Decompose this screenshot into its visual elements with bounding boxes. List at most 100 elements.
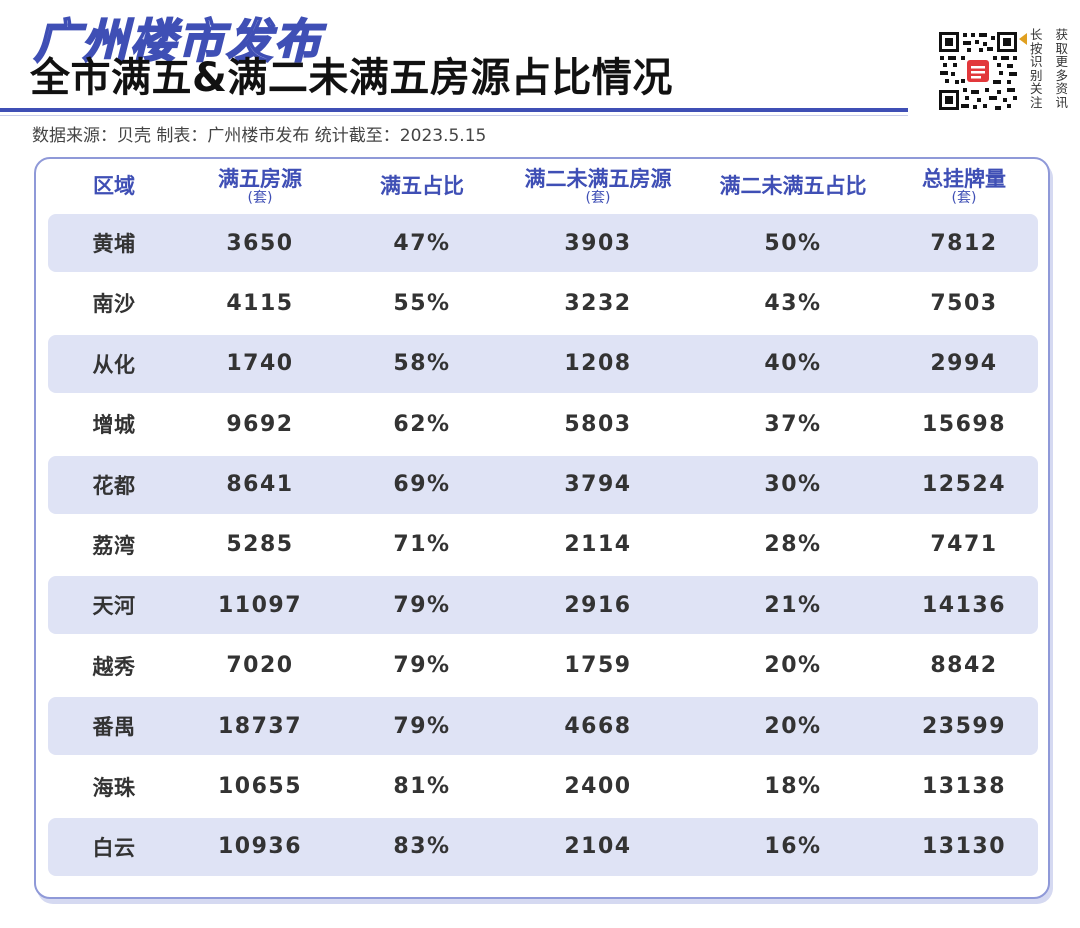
qr-text-char: 获取 bbox=[1055, 27, 1069, 56]
cell-two-to-five-ratio: 30% bbox=[764, 472, 822, 498]
cell-over-five-ratio: 71% bbox=[393, 532, 451, 558]
column-header-two-to-five: 满二未满五房源 (套) bbox=[498, 159, 698, 213]
cell-total-listings: 14136 bbox=[921, 592, 1007, 618]
data-source-note: 数据来源：贝壳 制表：广州楼市发布 统计截至：2023.5.15 bbox=[32, 126, 487, 146]
column-header-two-to-five-ratio: 满二未满五占比 bbox=[693, 159, 893, 213]
cell-region: 番禺 bbox=[92, 715, 136, 740]
cell-two-to-five-ratio: 28% bbox=[764, 532, 822, 558]
cell-total-listings: 13138 bbox=[921, 774, 1007, 800]
table-row: 花都 8641 69% 3794 30% 12524 bbox=[48, 455, 1038, 514]
cell-two-to-five: 2114 bbox=[564, 532, 632, 558]
column-header-unit: (套) bbox=[951, 190, 977, 206]
cell-over-five: 11097 bbox=[217, 592, 303, 618]
cell-over-five-ratio: 47% bbox=[393, 230, 451, 256]
cell-region: 海珠 bbox=[92, 775, 136, 800]
table-row: 从化 1740 58% 1208 40% 2994 bbox=[48, 334, 1038, 393]
table-row: 南沙 4115 55% 3232 43% 7503 bbox=[48, 274, 1038, 332]
cell-total-listings: 7503 bbox=[930, 290, 998, 316]
cell-two-to-five-ratio: 20% bbox=[764, 713, 822, 739]
column-header-label: 满二未满五房源 bbox=[524, 167, 672, 191]
triangle-arrow-icon bbox=[1019, 33, 1027, 45]
cell-over-five: 18737 bbox=[217, 713, 303, 739]
cell-two-to-five: 2916 bbox=[564, 592, 632, 618]
cell-two-to-five-ratio: 16% bbox=[764, 834, 822, 860]
cell-region: 天河 bbox=[92, 594, 136, 619]
qr-prompt-text: 长按 识别 关注 获取 更多 资讯 bbox=[1030, 28, 1080, 109]
cell-region: 黄埔 bbox=[92, 232, 136, 256]
page-title: 全市满五&满二未满五房源占比情况 bbox=[30, 55, 673, 101]
cell-over-five: 8641 bbox=[226, 472, 294, 498]
cell-two-to-five-ratio: 37% bbox=[764, 411, 822, 437]
data-table: 区域 满五房源 (套) 满五占比 满二未满五房源 (套) 满二未满五占比 总挂牌… bbox=[34, 157, 1050, 899]
cell-over-five: 9692 bbox=[226, 411, 294, 437]
cell-total-listings: 7471 bbox=[930, 532, 998, 558]
cell-total-listings: 8842 bbox=[930, 653, 998, 679]
cell-two-to-five-ratio: 21% bbox=[764, 592, 822, 618]
cell-over-five: 7020 bbox=[226, 653, 294, 679]
table-row: 越秀 7020 79% 1759 20% 8842 bbox=[48, 637, 1038, 695]
cell-over-five-ratio: 58% bbox=[393, 351, 451, 377]
cell-two-to-five: 2104 bbox=[564, 834, 632, 860]
cell-over-five: 1740 bbox=[226, 351, 294, 377]
cell-two-to-five: 2400 bbox=[564, 774, 632, 800]
cell-region: 南沙 bbox=[92, 292, 136, 317]
column-header-label: 满五占比 bbox=[380, 174, 464, 198]
qr-code-icon[interactable] bbox=[937, 30, 1019, 112]
title-divider-thin bbox=[0, 115, 908, 116]
title-divider bbox=[0, 108, 908, 112]
cell-two-to-five-ratio: 18% bbox=[764, 774, 822, 800]
cell-total-listings: 23599 bbox=[921, 713, 1007, 739]
cell-two-to-five: 1759 bbox=[564, 653, 632, 679]
cell-two-to-five-ratio: 20% bbox=[764, 653, 822, 679]
cell-region: 花都 bbox=[92, 473, 136, 498]
cell-total-listings: 15698 bbox=[921, 411, 1007, 437]
cell-region: 越秀 bbox=[92, 654, 136, 679]
table-row: 海珠 10655 81% 2400 18% 13138 bbox=[48, 758, 1038, 816]
qr-text-char: 长按 bbox=[1030, 27, 1043, 56]
table-row: 增城 9692 62% 5803 37% 15698 bbox=[48, 395, 1038, 453]
cell-over-five-ratio: 83% bbox=[393, 834, 451, 860]
column-header-over-five: 满五房源 (套) bbox=[160, 159, 360, 213]
cell-two-to-five: 3903 bbox=[564, 230, 632, 256]
table-row: 天河 11097 79% 2916 21% 14136 bbox=[48, 576, 1038, 635]
cell-two-to-five: 3794 bbox=[564, 472, 632, 498]
column-header-over-five-ratio: 满五占比 bbox=[322, 159, 522, 213]
cell-two-to-five-ratio: 50% bbox=[764, 230, 822, 256]
cell-over-five: 10936 bbox=[217, 834, 303, 860]
qr-text-char: 更多 bbox=[1055, 54, 1069, 83]
cell-over-five-ratio: 55% bbox=[393, 290, 451, 316]
cell-two-to-five-ratio: 40% bbox=[764, 351, 822, 377]
cell-over-five-ratio: 69% bbox=[393, 472, 451, 498]
brand-watermark: 广州楼市发布 bbox=[33, 14, 322, 68]
cell-two-to-five: 4668 bbox=[564, 713, 632, 739]
table-header-row: 区域 满五房源 (套) 满五占比 满二未满五房源 (套) 满二未满五占比 总挂牌… bbox=[48, 159, 1038, 213]
column-header-label: 区域 bbox=[93, 174, 135, 198]
cell-region: 白云 bbox=[92, 835, 136, 860]
cell-over-five-ratio: 62% bbox=[393, 411, 451, 437]
cell-total-listings: 12524 bbox=[921, 472, 1007, 498]
column-header-region: 区域 bbox=[14, 159, 214, 213]
cell-total-listings: 13130 bbox=[921, 834, 1007, 860]
cell-region: 增城 bbox=[92, 413, 136, 438]
column-header-label: 总挂牌量 bbox=[922, 167, 1006, 191]
table-row: 白云 10936 83% 2104 16% 13130 bbox=[48, 817, 1038, 876]
cell-region: 从化 bbox=[92, 352, 136, 377]
column-header-unit: (套) bbox=[247, 190, 273, 206]
table-row: 黄埔 3650 47% 3903 50% 7812 bbox=[48, 214, 1038, 272]
column-header-label: 满五房源 bbox=[218, 167, 302, 191]
cell-over-five: 4115 bbox=[226, 290, 294, 316]
cell-total-listings: 7812 bbox=[930, 230, 998, 256]
cell-over-five: 3650 bbox=[226, 230, 294, 256]
column-header-total-listings: 总挂牌量 (套) bbox=[864, 159, 1064, 213]
cell-total-listings: 2994 bbox=[930, 351, 998, 377]
cell-over-five: 5285 bbox=[226, 532, 294, 558]
cell-over-five-ratio: 81% bbox=[393, 774, 451, 800]
table-row: 番禺 18737 79% 4668 20% 23599 bbox=[48, 697, 1038, 756]
qr-text-char: 关注 bbox=[1030, 81, 1043, 110]
cell-over-five: 10655 bbox=[217, 774, 303, 800]
cell-over-five-ratio: 79% bbox=[393, 592, 451, 618]
column-header-unit: (套) bbox=[585, 190, 611, 206]
cell-two-to-five: 1208 bbox=[564, 351, 632, 377]
cell-region: 荔湾 bbox=[92, 533, 136, 558]
cell-two-to-five-ratio: 43% bbox=[764, 290, 822, 316]
